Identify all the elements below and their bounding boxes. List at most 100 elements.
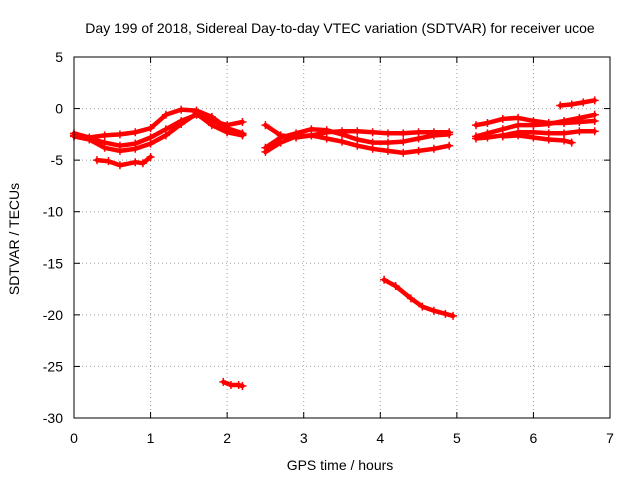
data-point	[219, 377, 228, 386]
data-point	[449, 311, 458, 320]
data-point	[322, 134, 331, 143]
series-track-h	[261, 131, 454, 157]
data-point	[146, 139, 155, 148]
data-point	[207, 113, 216, 122]
data-point	[498, 114, 507, 123]
x-tick-label: 0	[70, 430, 78, 446]
data-point	[115, 161, 124, 170]
data-point	[177, 105, 186, 114]
data-point	[406, 294, 415, 303]
data-point	[104, 157, 113, 166]
data-point	[223, 127, 232, 136]
data-point	[429, 306, 438, 315]
data-point	[544, 135, 553, 144]
data-point	[238, 382, 247, 391]
data-point	[441, 309, 450, 318]
data-point	[383, 129, 392, 138]
data-point	[146, 124, 155, 133]
data-point	[292, 132, 301, 141]
data-point	[590, 110, 599, 119]
data-point	[353, 141, 362, 150]
chart-title: Day 199 of 2018, Sidereal Day-to-day VTE…	[85, 20, 595, 36]
data-point	[85, 135, 94, 144]
data-point	[92, 156, 101, 165]
data-point	[483, 119, 492, 128]
data-point	[414, 134, 423, 143]
y-tick-label: -5	[51, 152, 64, 168]
y-tick-label: -10	[43, 204, 63, 220]
data-point	[514, 131, 523, 140]
data-point	[115, 130, 124, 139]
y-tick-label: 5	[55, 49, 63, 65]
data-point	[560, 136, 569, 145]
x-tick-label: 7	[606, 430, 614, 446]
data-point	[138, 159, 147, 168]
data-point	[429, 144, 438, 153]
data-point	[418, 302, 427, 311]
data-point	[575, 127, 584, 136]
data-point	[472, 134, 480, 143]
data-point	[338, 130, 346, 139]
data-point	[238, 117, 247, 126]
series-track-m	[556, 96, 599, 110]
y-tick-label: -30	[43, 410, 63, 426]
data-point	[383, 146, 392, 155]
data-point	[261, 121, 270, 130]
series-track-d	[92, 153, 155, 170]
x-tick-label: 4	[376, 430, 384, 446]
data-point	[161, 131, 170, 140]
data-layer	[70, 96, 599, 391]
data-point	[207, 121, 216, 130]
data-point	[353, 127, 362, 136]
series-trace	[557, 98, 597, 108]
x-tick-label: 1	[147, 430, 155, 446]
series-track-k	[472, 127, 599, 143]
data-point	[368, 128, 377, 137]
y-tick-label: 0	[55, 101, 63, 117]
y-axis-label: SDTVAR / TECUs	[6, 183, 22, 295]
data-point	[590, 96, 599, 105]
data-point	[238, 130, 247, 139]
data-point	[368, 144, 377, 153]
data-point	[383, 138, 392, 147]
data-point	[234, 380, 243, 389]
data-point	[399, 137, 408, 146]
data-point	[100, 143, 109, 152]
data-point	[514, 113, 523, 122]
data-point	[322, 126, 331, 135]
data-point	[161, 110, 170, 119]
data-point	[567, 100, 576, 109]
data-point	[131, 128, 140, 137]
data-point	[445, 141, 454, 150]
series-trace	[381, 277, 456, 319]
y-tick-label: -15	[43, 255, 63, 271]
data-point	[177, 120, 186, 129]
series-trace	[71, 111, 245, 154]
x-tick-label: 2	[223, 430, 231, 446]
axis-layer: 0 1 2 3 4 5 6 7 -30 -25 -20 -15 -10 -5 0 5	[43, 49, 614, 446]
data-point	[391, 281, 400, 290]
data-point	[115, 146, 124, 155]
data-point	[472, 121, 480, 130]
series-track-e	[192, 108, 247, 139]
data-point	[445, 130, 454, 139]
series-track-l	[498, 131, 576, 147]
data-point	[100, 131, 109, 140]
data-point	[575, 113, 584, 122]
series-trace	[194, 110, 245, 137]
data-point	[529, 121, 538, 130]
series-trace	[500, 133, 574, 145]
data-point	[146, 153, 155, 162]
data-point	[429, 131, 438, 140]
x-tick-label: 6	[530, 430, 538, 446]
data-point	[514, 121, 523, 130]
data-point	[276, 138, 285, 147]
x-tick-label: 3	[300, 430, 308, 446]
data-point	[380, 275, 389, 284]
data-point	[560, 116, 569, 125]
data-point	[131, 158, 140, 167]
y-tick-label: -20	[43, 307, 63, 323]
data-point	[307, 131, 316, 140]
y-tick-label: -25	[43, 358, 63, 374]
x-axis-label: GPS time / hours	[287, 457, 394, 473]
